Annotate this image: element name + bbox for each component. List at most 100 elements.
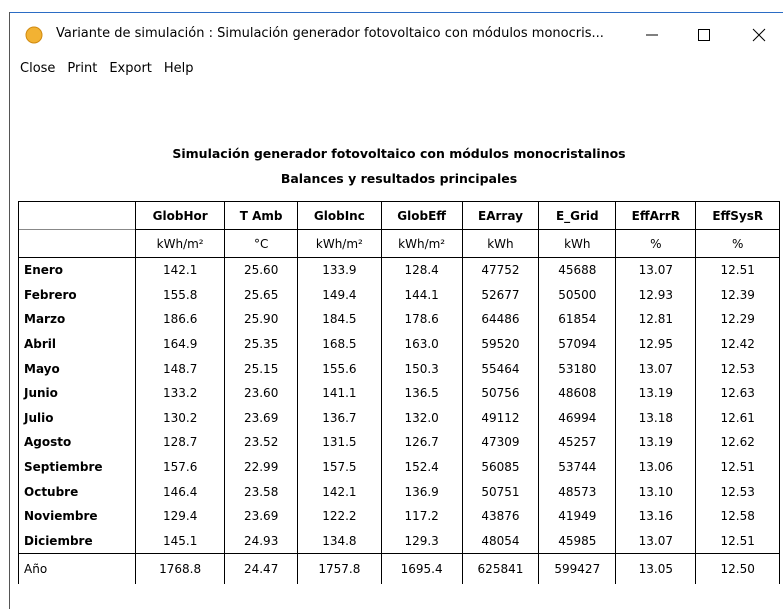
data-row: Marzo 186.6 25.90 184.5 178.6 64486 61854 12.81… (18, 307, 780, 332)
row-label: Febrero (18, 282, 136, 308)
row-label: Año (18, 553, 136, 585)
units-cell (18, 229, 136, 258)
cell: 122.2 (297, 503, 382, 529)
window-title: Variante de simulación : Simulación gene… (56, 26, 604, 41)
header-cell: GlobHor (134, 201, 225, 230)
data-row: Noviembre 129.4 23.69 122.2 117.2 43876 41949 1… (18, 503, 780, 529)
cell: 13.07 (615, 356, 696, 381)
cell: 53180 (538, 356, 616, 381)
cell: 23.58 (224, 479, 298, 504)
cell: 41949 (538, 503, 616, 529)
cell: 133.9 (297, 257, 382, 283)
cell: 12.39 (695, 282, 780, 308)
cell: 23.69 (224, 503, 298, 529)
cell: 45257 (538, 430, 616, 455)
cell: 168.5 (297, 331, 382, 357)
row-label: Septiembre (18, 454, 136, 480)
menu-bar: Close Print Export Help (20, 61, 206, 76)
row-label: Junio (18, 380, 136, 406)
cell: 155.6 (297, 356, 382, 381)
close-button[interactable] (750, 25, 770, 45)
cell: 163.0 (380, 331, 463, 357)
row-label: Noviembre (18, 503, 136, 529)
cell: 144.1 (380, 282, 463, 308)
cell: 128.4 (380, 257, 463, 283)
cell: 152.4 (380, 454, 463, 480)
cell: 13.19 (615, 380, 696, 406)
cell: 24.93 (224, 528, 298, 554)
row-label: Diciembre (18, 528, 136, 554)
units-cell: % (615, 229, 696, 258)
cell: 45688 (538, 257, 616, 283)
header-cell: EffSysR (695, 201, 780, 230)
menu-item[interactable]: Help (163, 61, 194, 76)
cell: 13.06 (615, 454, 696, 480)
header-cell: T Amb (224, 201, 298, 230)
cell: 52677 (461, 282, 539, 308)
report-title: Simulación generador fotovoltaico con mó… (172, 146, 626, 161)
units-cell: kWh/m² (134, 229, 225, 258)
cell: 13.19 (615, 430, 696, 455)
row-label: Julio (18, 405, 136, 431)
cell: 43876 (461, 503, 539, 529)
units-cell: kWh/m² (297, 229, 382, 258)
cell: 12.53 (695, 356, 780, 381)
data-row: Enero 142.1 25.60 133.9 128.4 47752 45688 13.07… (18, 257, 780, 283)
menu-item[interactable]: Close (20, 61, 56, 76)
cell: 157.5 (297, 454, 382, 480)
minimize-button[interactable] (643, 25, 663, 45)
cell: 599427 (538, 553, 616, 585)
data-row: Septiembre 157.6 22.99 157.5 152.4 56085 53744… (18, 454, 780, 480)
cell: 117.2 (380, 503, 463, 529)
units-cell: % (695, 229, 780, 258)
cell: 146.4 (134, 479, 225, 504)
cell: 130.2 (134, 405, 225, 431)
data-row: Mayo 148.7 25.15 155.6 150.3 55464 53180 13.07 1… (18, 356, 780, 381)
cell: 25.65 (224, 282, 298, 308)
cell: 136.9 (380, 479, 463, 504)
cell: 12.63 (695, 380, 780, 406)
cell: 134.8 (297, 528, 382, 554)
cell: 50500 (538, 282, 616, 308)
cell: 12.95 (615, 331, 696, 357)
cell: 129.3 (380, 528, 463, 554)
maximize-button[interactable] (695, 25, 715, 45)
menu-item[interactable]: Export (109, 61, 152, 76)
header-cell: EArray (461, 201, 539, 230)
cell: 13.07 (615, 528, 696, 554)
data-row: Febrero 155.8 25.65 149.4 144.1 52677 50500 12.… (18, 282, 780, 308)
cell: 186.6 (134, 307, 225, 332)
cell: 142.1 (297, 479, 382, 504)
cell: 50756 (461, 380, 539, 406)
data-row: Diciembre 145.1 24.93 134.8 129.3 48054 45985 1… (18, 528, 780, 554)
menu-item[interactable]: Print (67, 61, 98, 76)
cell: 145.1 (134, 528, 225, 554)
cell: 64486 (461, 307, 539, 332)
cell: 1757.8 (297, 553, 382, 585)
cell: 142.1 (134, 257, 225, 283)
header-cell: E_Grid (538, 201, 616, 230)
data-row: Agosto 128.7 23.52 131.5 126.7 47309 45257 13.1… (18, 430, 780, 455)
cell: 126.7 (380, 430, 463, 455)
cell: 23.69 (224, 405, 298, 431)
cell: 136.5 (380, 380, 463, 406)
row-label: Agosto (18, 430, 136, 455)
row-label: Mayo (18, 356, 136, 381)
units-cell: kWh/m² (380, 229, 463, 258)
cell: 13.16 (615, 503, 696, 529)
units-cell: kWh (461, 229, 539, 258)
row-label: Octubre (18, 479, 136, 504)
cell: 129.4 (134, 503, 225, 529)
cell: 47309 (461, 430, 539, 455)
cell: 13.07 (615, 257, 696, 283)
cell: 23.60 (224, 380, 298, 406)
cell: 12.51 (695, 257, 780, 283)
cell: 136.7 (297, 405, 382, 431)
results-table: GlobHor T Amb GlobInc GlobEff EArray E_Grid Ef… (18, 201, 780, 585)
cell: 57094 (538, 331, 616, 357)
cell: 155.8 (134, 282, 225, 308)
cell: 150.3 (380, 356, 463, 381)
cell: 12.61 (695, 405, 780, 431)
header-cell: GlobInc (297, 201, 382, 230)
cell: 12.29 (695, 307, 780, 332)
